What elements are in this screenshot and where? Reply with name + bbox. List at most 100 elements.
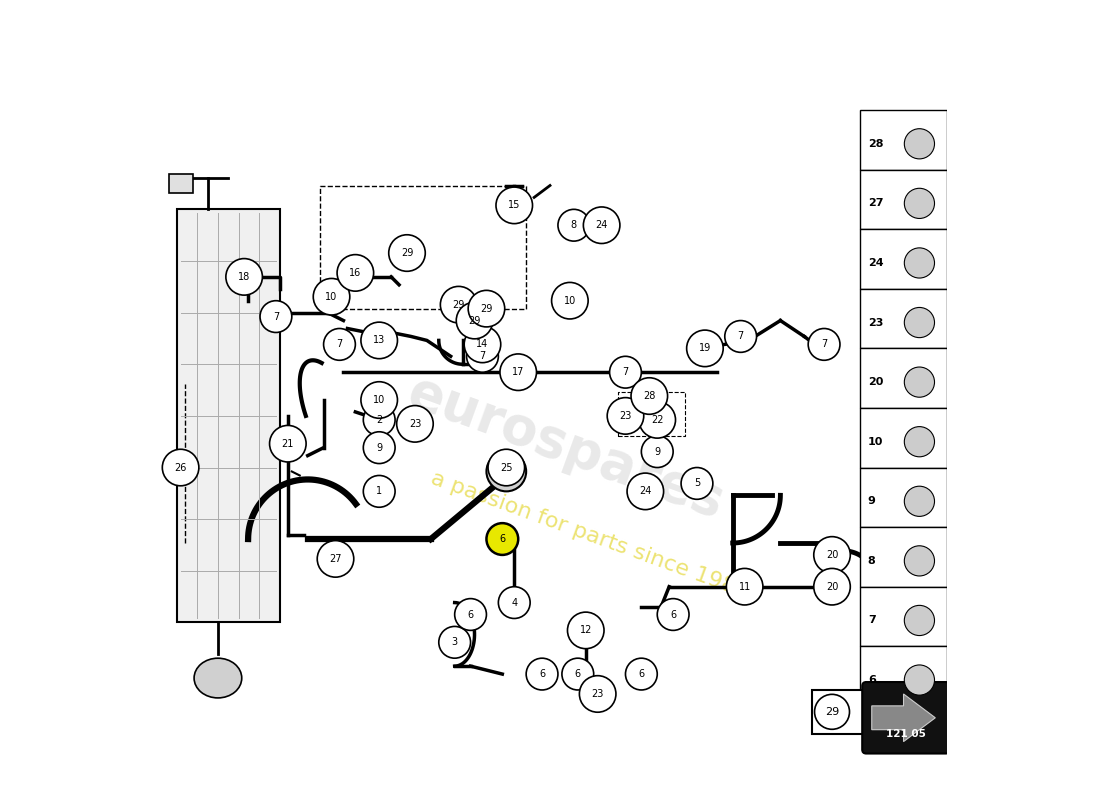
Text: 6: 6	[468, 610, 474, 619]
Text: 10: 10	[868, 437, 883, 446]
Text: 10: 10	[326, 292, 338, 302]
Text: 6: 6	[539, 669, 546, 679]
Circle shape	[568, 612, 604, 649]
Circle shape	[526, 658, 558, 690]
Text: 6: 6	[574, 669, 581, 679]
Text: 21: 21	[282, 438, 294, 449]
Circle shape	[464, 326, 500, 362]
Text: 7: 7	[737, 331, 744, 342]
Text: 20: 20	[868, 377, 883, 387]
Circle shape	[363, 404, 395, 436]
Circle shape	[323, 329, 355, 360]
Text: 29: 29	[481, 304, 493, 314]
Circle shape	[226, 258, 263, 295]
Circle shape	[725, 321, 757, 352]
Text: 4: 4	[512, 598, 517, 607]
Text: 20: 20	[826, 582, 838, 592]
Bar	[860, 467, 947, 527]
Text: 10: 10	[373, 395, 385, 405]
Circle shape	[814, 569, 850, 605]
Text: 6: 6	[638, 669, 645, 679]
Text: 29: 29	[469, 315, 481, 326]
Circle shape	[361, 382, 397, 418]
Text: 18: 18	[238, 272, 251, 282]
Circle shape	[456, 302, 493, 339]
Circle shape	[631, 378, 668, 414]
Bar	[860, 110, 947, 170]
Circle shape	[726, 569, 763, 605]
Bar	[812, 690, 864, 734]
Text: 9: 9	[868, 496, 876, 506]
Text: 28: 28	[868, 138, 883, 149]
Circle shape	[496, 187, 532, 224]
Circle shape	[607, 398, 644, 434]
Bar	[860, 646, 947, 706]
Ellipse shape	[194, 658, 242, 698]
Text: 24: 24	[639, 486, 651, 496]
Text: 12: 12	[580, 626, 592, 635]
Text: 24: 24	[868, 258, 883, 268]
Text: 27: 27	[868, 198, 883, 208]
Text: 5: 5	[694, 478, 700, 489]
Text: 29: 29	[825, 707, 839, 717]
Text: 8: 8	[571, 220, 576, 230]
Ellipse shape	[904, 188, 935, 218]
Ellipse shape	[904, 486, 935, 516]
Circle shape	[270, 426, 306, 462]
Circle shape	[681, 467, 713, 499]
Text: 23: 23	[868, 318, 883, 327]
Circle shape	[469, 290, 505, 327]
Text: 24: 24	[595, 220, 608, 230]
Text: 23: 23	[592, 689, 604, 699]
Text: 23: 23	[409, 419, 421, 429]
Circle shape	[439, 626, 471, 658]
Circle shape	[808, 329, 840, 360]
Text: 3: 3	[452, 638, 458, 647]
Bar	[860, 586, 947, 646]
Circle shape	[686, 330, 723, 366]
Circle shape	[562, 658, 594, 690]
Circle shape	[488, 450, 525, 486]
Text: 16: 16	[349, 268, 362, 278]
Text: 17: 17	[512, 367, 525, 377]
Circle shape	[260, 301, 292, 333]
Text: 25: 25	[500, 462, 513, 473]
Circle shape	[397, 406, 433, 442]
Ellipse shape	[904, 129, 935, 159]
Circle shape	[627, 473, 663, 510]
Circle shape	[814, 694, 849, 730]
Text: 11: 11	[738, 582, 751, 592]
Circle shape	[363, 475, 395, 507]
Circle shape	[388, 234, 426, 271]
Text: eurospares: eurospares	[400, 366, 732, 529]
Circle shape	[440, 286, 477, 323]
Ellipse shape	[904, 665, 935, 695]
Circle shape	[551, 282, 588, 319]
Text: 1: 1	[376, 486, 383, 496]
Circle shape	[814, 537, 850, 573]
FancyBboxPatch shape	[177, 210, 279, 622]
Ellipse shape	[904, 426, 935, 457]
Circle shape	[317, 541, 354, 577]
Circle shape	[498, 586, 530, 618]
Text: 9: 9	[376, 442, 383, 453]
Text: 7: 7	[868, 615, 876, 626]
Bar	[860, 348, 947, 408]
Text: 121 05: 121 05	[886, 730, 926, 739]
Text: 6: 6	[670, 610, 676, 619]
Circle shape	[314, 278, 350, 315]
Circle shape	[361, 322, 397, 358]
Ellipse shape	[904, 606, 935, 635]
Polygon shape	[872, 694, 935, 742]
Circle shape	[454, 598, 486, 630]
Ellipse shape	[904, 367, 935, 398]
Circle shape	[163, 450, 199, 486]
Circle shape	[499, 354, 537, 390]
Text: 20: 20	[826, 550, 838, 560]
Text: 8: 8	[868, 556, 876, 566]
Text: 26: 26	[175, 462, 187, 473]
Text: 14: 14	[476, 339, 488, 350]
Circle shape	[486, 452, 526, 491]
Circle shape	[583, 207, 620, 243]
Text: 29: 29	[400, 248, 414, 258]
